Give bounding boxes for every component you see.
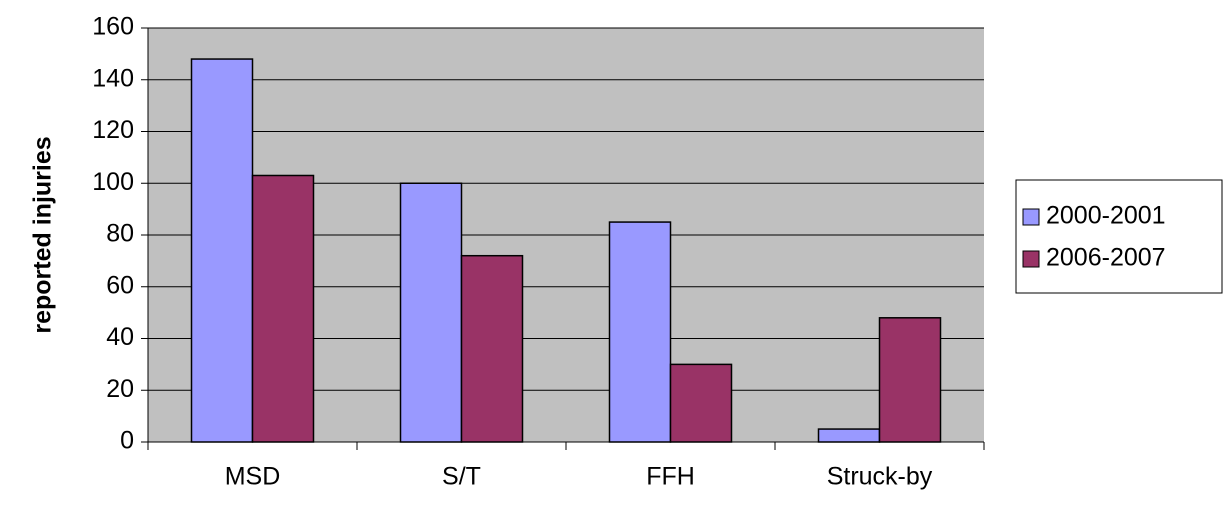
y-tick-label: 60 — [106, 271, 134, 299]
y-tick-label: 100 — [92, 168, 134, 196]
y-tick-label: 40 — [106, 323, 134, 351]
bar-ffh-2000-2001 — [608, 221, 672, 443]
y-tick-label: 160 — [92, 13, 134, 41]
y-axis-ticks: 0 20 40 60 80 100 120 140 160 — [92, 13, 148, 455]
y-tick-label: 20 — [106, 375, 134, 403]
bar-s-t-2000-2001 — [399, 182, 463, 443]
bar-msd-2000-2001 — [190, 58, 254, 443]
y-tick-label: 80 — [106, 220, 134, 248]
legend-swatch — [1022, 208, 1040, 226]
legend-swatch — [1022, 250, 1040, 268]
legend: 2000-2001 2006-2007 — [1015, 179, 1223, 294]
y-tick-label: 140 — [92, 64, 134, 92]
legend-label: 2006-2007 — [1046, 244, 1166, 272]
bar-struck-by-2006-2007 — [878, 317, 942, 443]
y-tick-label: 120 — [92, 116, 134, 144]
x-category-label: Struck-by — [827, 463, 933, 491]
bar-msd-2006-2007 — [251, 174, 315, 443]
y-tick-label: 0 — [120, 427, 134, 455]
y-axis-label: reported injuries — [29, 136, 57, 333]
x-category-label: FFH — [646, 463, 695, 491]
bar-struck-by-2000-2001 — [817, 428, 881, 443]
legend-frame — [1015, 179, 1223, 294]
bar-s-t-2006-2007 — [460, 254, 524, 443]
legend-label: 2000-2001 — [1046, 202, 1166, 230]
x-category-label: S/T — [442, 463, 481, 491]
x-category-label: MSD — [225, 463, 281, 491]
bars — [190, 58, 942, 443]
bar-ffh-2006-2007 — [669, 363, 733, 443]
x-axis-ticks: MSD S/T FFH Struck-by — [147, 442, 985, 491]
